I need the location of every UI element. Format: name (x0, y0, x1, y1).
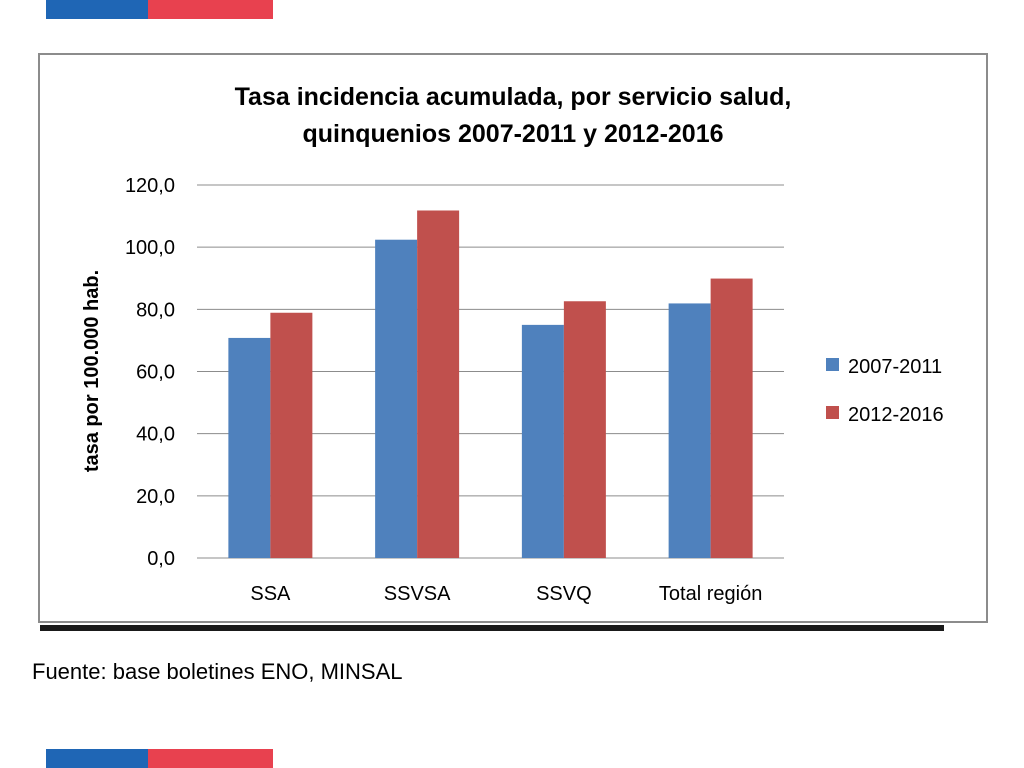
bar-2012-2016-SSA (270, 312, 313, 558)
legend-label: 2007-2011 (848, 356, 942, 378)
y-axis-label: tasa por 100.000 hab. (81, 270, 103, 472)
chart-subtitle: quinquenios 2007-2011 y 2012-2016 (302, 120, 723, 148)
bar-2012-2016-SSVQ (563, 301, 606, 558)
y-tick-label: 60,0 (136, 362, 175, 384)
flag-blue-segment (46, 749, 148, 768)
flag-red-segment (148, 749, 273, 768)
bar-2012-2016-Total región (710, 278, 753, 558)
y-tick-label: 20,0 (136, 486, 175, 508)
x-tick-label: SSVQ (536, 583, 592, 605)
y-tick-label: 0,0 (147, 548, 175, 570)
bar-2007-2011-Total región (668, 303, 711, 558)
source-note: Fuente: base boletines ENO, MINSAL (32, 659, 403, 684)
y-tick-label: 100,0 (125, 237, 175, 259)
bar-2007-2011-SSA (228, 337, 271, 558)
x-tick-label: SSA (250, 583, 291, 605)
legend: 2007-2011 2012-2016 (826, 356, 944, 426)
flag-bar-top (46, 0, 273, 19)
legend-swatch (826, 358, 839, 371)
y-tick-label: 120,0 (125, 175, 175, 197)
x-tick-label: SSVSA (384, 583, 451, 605)
bar-2007-2011-SSVSA (375, 239, 418, 558)
flag-blue-segment (46, 0, 148, 19)
chart-title: Tasa incidencia acumulada, por servicio … (235, 83, 792, 111)
chart-shadow (40, 625, 944, 631)
y-tick-label: 40,0 (136, 424, 175, 446)
y-tick-label: 80,0 (136, 299, 175, 321)
y-tick-labels: 0,0 20,0 40,0 60,0 80,0 100,0 120,0 (125, 175, 175, 570)
bar-2012-2016-SSVSA (417, 210, 460, 558)
flag-red-segment (148, 0, 273, 19)
x-tick-label: Total región (659, 583, 762, 605)
x-tick-labels: SSA SSVSA SSVQ Total región (250, 583, 762, 605)
chart-frame (38, 53, 988, 623)
flag-bar-bottom (46, 749, 273, 768)
legend-label: 2012-2016 (848, 404, 944, 426)
bars (228, 210, 753, 558)
legend-swatch (826, 406, 839, 419)
bar-2007-2011-SSVQ (521, 324, 564, 558)
